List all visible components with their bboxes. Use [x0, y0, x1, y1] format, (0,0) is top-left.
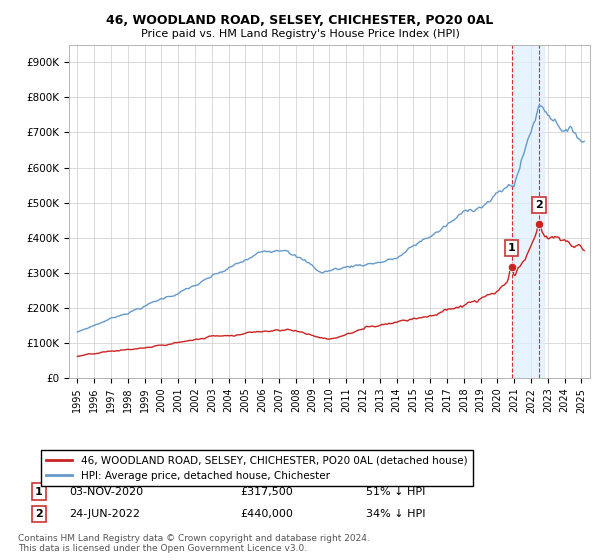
Text: 34% ↓ HPI: 34% ↓ HPI: [366, 509, 425, 519]
Text: 1: 1: [508, 243, 515, 253]
Text: 03-NOV-2020: 03-NOV-2020: [69, 487, 143, 497]
Text: 24-JUN-2022: 24-JUN-2022: [69, 509, 140, 519]
Text: 2: 2: [535, 200, 543, 211]
Text: £440,000: £440,000: [240, 509, 293, 519]
Text: 2: 2: [35, 509, 43, 519]
Text: 51% ↓ HPI: 51% ↓ HPI: [366, 487, 425, 497]
Legend: 46, WOODLAND ROAD, SELSEY, CHICHESTER, PO20 0AL (detached house), HPI: Average p: 46, WOODLAND ROAD, SELSEY, CHICHESTER, P…: [41, 450, 473, 486]
Text: Contains HM Land Registry data © Crown copyright and database right 2024.
This d: Contains HM Land Registry data © Crown c…: [18, 534, 370, 553]
Text: Price paid vs. HM Land Registry's House Price Index (HPI): Price paid vs. HM Land Registry's House …: [140, 29, 460, 39]
Text: £317,500: £317,500: [240, 487, 293, 497]
Text: 1: 1: [35, 487, 43, 497]
Bar: [512, 45, 544, 378]
Text: 46, WOODLAND ROAD, SELSEY, CHICHESTER, PO20 0AL: 46, WOODLAND ROAD, SELSEY, CHICHESTER, P…: [106, 14, 494, 27]
